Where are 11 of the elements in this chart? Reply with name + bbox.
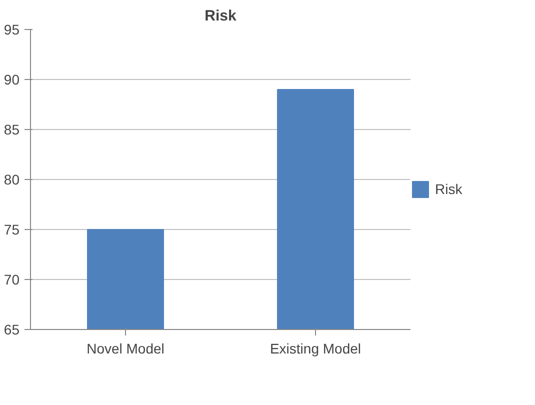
- x-tick-label: Novel Model: [86, 340, 164, 356]
- y-tick-label: 75: [4, 222, 20, 238]
- x-tick-label: Existing Model: [270, 340, 362, 356]
- legend-label: Risk: [435, 181, 462, 197]
- y-tick-label: 65: [4, 322, 20, 338]
- y-tick-label: 80: [4, 172, 20, 188]
- y-tick-label: 95: [4, 22, 20, 38]
- y-tick-label: 70: [4, 272, 20, 288]
- y-tick-label: 85: [4, 122, 20, 138]
- y-tick-label: 90: [4, 72, 20, 88]
- chart-title: Risk: [204, 8, 237, 24]
